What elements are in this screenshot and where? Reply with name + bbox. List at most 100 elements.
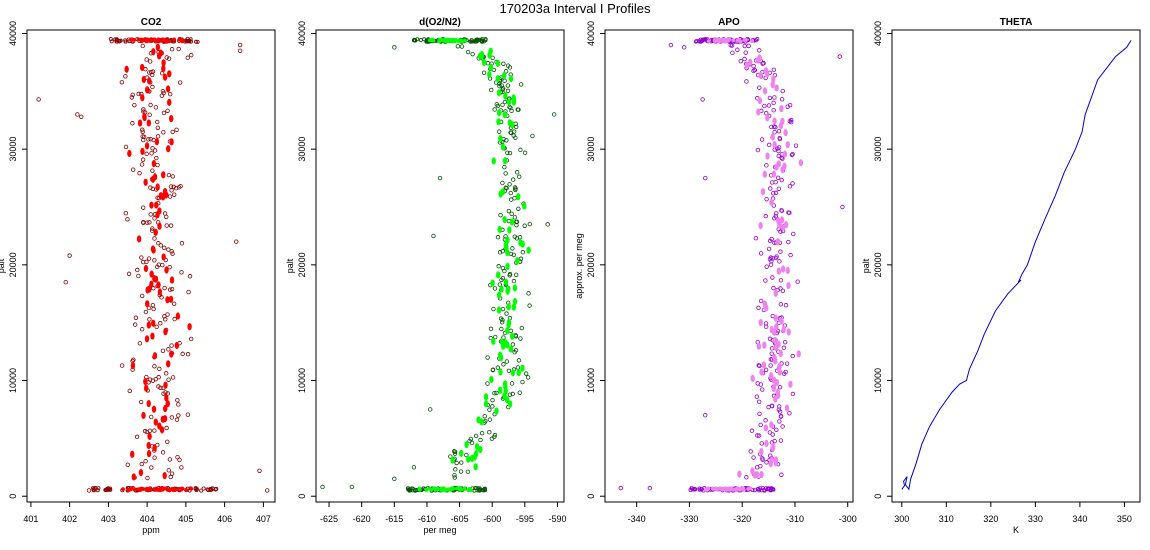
data-point-outlier xyxy=(618,485,624,491)
data-point xyxy=(499,285,504,293)
data-point xyxy=(502,164,507,170)
x-tick-label: -590 xyxy=(548,514,566,524)
data-point xyxy=(450,39,455,44)
data-point xyxy=(127,149,132,158)
data-point xyxy=(510,246,515,251)
data-point xyxy=(497,225,502,234)
data-layer xyxy=(36,36,270,493)
data-point xyxy=(147,77,152,85)
data-point-outlier xyxy=(234,239,239,244)
data-point xyxy=(773,214,778,219)
y-axis-label: palt xyxy=(861,258,871,273)
data-point xyxy=(147,377,153,382)
data-point xyxy=(779,472,784,477)
data-point xyxy=(164,394,169,402)
data-point xyxy=(144,335,150,343)
data-point xyxy=(502,78,507,83)
data-point xyxy=(150,146,155,151)
data-point xyxy=(526,246,531,254)
x-tick-label: -320 xyxy=(733,514,751,524)
data-point xyxy=(150,332,155,340)
data-point xyxy=(174,127,179,132)
data-point xyxy=(147,59,153,64)
data-point xyxy=(779,105,784,113)
data-point xyxy=(744,79,749,84)
data-point xyxy=(774,163,779,171)
data-point xyxy=(141,107,146,112)
data-point xyxy=(151,48,156,56)
data-point xyxy=(501,362,506,367)
data-point xyxy=(455,44,461,49)
data-point xyxy=(497,386,503,394)
data-point xyxy=(132,102,137,108)
data-point xyxy=(154,138,160,146)
data-point xyxy=(185,55,190,60)
data-point xyxy=(168,223,174,228)
data-point xyxy=(175,454,180,460)
data-point xyxy=(713,486,718,491)
data-point xyxy=(773,190,779,196)
data-point-outlier xyxy=(647,485,653,491)
data-point xyxy=(459,460,464,465)
data-point xyxy=(152,148,158,153)
data-point xyxy=(755,433,760,438)
data-point xyxy=(119,363,125,368)
data-point xyxy=(786,328,791,336)
data-point xyxy=(778,349,783,358)
data-point xyxy=(752,488,757,493)
y-tick-label: 10000 xyxy=(297,368,307,393)
data-point xyxy=(162,187,168,196)
y-tick-label: 30000 xyxy=(873,137,883,162)
data-point xyxy=(756,433,762,438)
data-point xyxy=(180,486,185,491)
x-tick-label: -600 xyxy=(483,514,501,524)
data-point xyxy=(481,58,487,67)
data-point-outlier xyxy=(431,233,436,239)
data-point xyxy=(459,44,465,49)
x-tick-label: 405 xyxy=(178,514,193,524)
data-point xyxy=(155,119,160,125)
data-point xyxy=(464,440,469,449)
data-point xyxy=(502,380,508,388)
y-tick-label: 10000 xyxy=(873,368,883,393)
data-point xyxy=(491,337,496,345)
data-point xyxy=(752,471,757,479)
data-point xyxy=(478,445,483,454)
data-point xyxy=(500,180,505,186)
data-point xyxy=(474,39,479,44)
data-point xyxy=(168,114,174,123)
panel-2: d(O2/N2) -625 -620 -615 -610 -605 -600 -595 -590… xyxy=(285,17,566,535)
data-point xyxy=(143,178,148,186)
data-point xyxy=(158,321,163,326)
data-point xyxy=(119,80,125,85)
data-point xyxy=(146,441,151,450)
data-point xyxy=(155,134,161,139)
data-point xyxy=(154,264,160,270)
data-point xyxy=(789,152,795,158)
data-point xyxy=(162,285,167,291)
data-point xyxy=(166,377,171,382)
data-point xyxy=(519,325,525,331)
data-layer xyxy=(618,36,845,493)
data-point xyxy=(516,358,522,363)
y-axis-label: palt xyxy=(0,258,6,273)
data-point xyxy=(458,469,464,474)
data-point xyxy=(206,488,211,493)
data-point xyxy=(161,391,166,396)
data-point xyxy=(482,414,487,419)
data-point xyxy=(474,449,479,458)
data-point xyxy=(169,471,175,476)
data-point xyxy=(187,323,192,331)
data-point xyxy=(157,288,163,296)
data-point xyxy=(481,70,487,76)
data-point xyxy=(788,380,793,388)
data-point xyxy=(790,391,796,397)
data-point xyxy=(424,488,429,492)
data-point xyxy=(786,239,791,245)
data-point xyxy=(150,245,156,253)
data-point xyxy=(781,325,786,334)
data-point-outlier xyxy=(63,279,68,285)
data-point xyxy=(141,220,146,225)
data-point xyxy=(773,314,778,322)
data-point xyxy=(153,418,159,426)
